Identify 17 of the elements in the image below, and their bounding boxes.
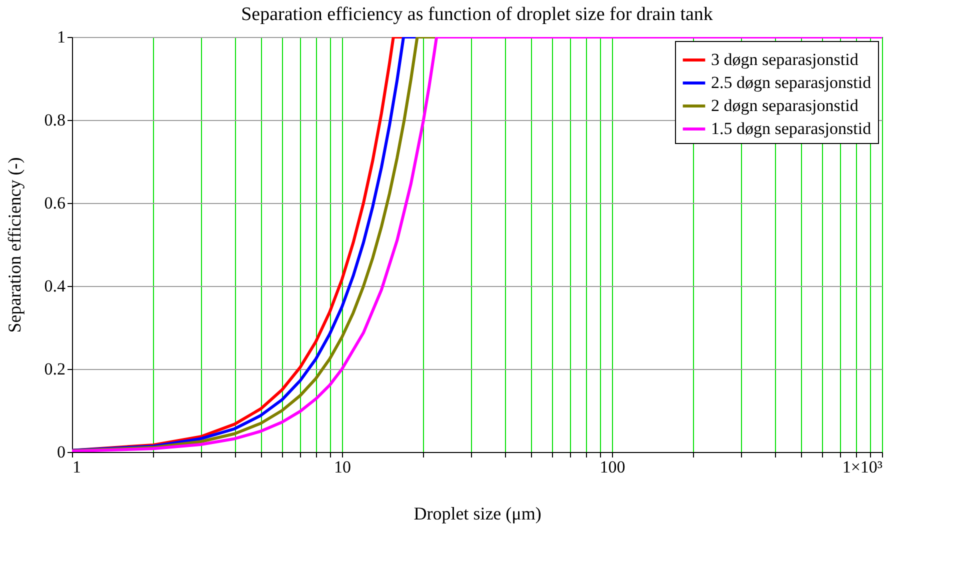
x-tick-label: 10 — [334, 458, 351, 476]
y-tick-label: 0.2 — [44, 360, 66, 378]
x-tick-label: 100 — [600, 458, 626, 476]
y-tick-label: 0 — [57, 442, 66, 462]
x-tick-label: 1 — [72, 458, 81, 476]
x-axis-title: Droplet size (μm) — [414, 504, 542, 524]
y-axis-title: Separation efficiency (-) — [4, 157, 24, 333]
legend-label: 1.5 døgn separasjonstid — [711, 119, 872, 138]
legend-label: 3 døgn separasjonstid — [711, 50, 859, 69]
legend-label: 2.5 døgn separasjonstid — [711, 73, 872, 92]
y-tick-label: 0.4 — [44, 276, 66, 296]
y-tick-label: 1 — [57, 28, 66, 46]
x-tick-label: 1×10³ — [842, 458, 882, 476]
chart-title: Separation efficiency as function of droplet size for drain tank — [241, 4, 714, 25]
y-tick-label: 0.6 — [44, 194, 66, 212]
legend-label: 2 døgn separasjonstid — [711, 96, 859, 115]
y-tick-label: 0.8 — [44, 110, 66, 130]
